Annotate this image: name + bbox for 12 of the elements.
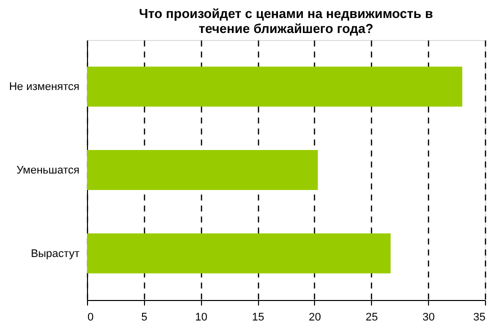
x-tick-label: 10: [195, 312, 208, 324]
chart-title: Что произойдет с ценами на недвижимость в течение ближайшего года?: [139, 6, 433, 36]
x-tick-label: 30: [422, 312, 435, 324]
x-tick-label: 0: [88, 312, 94, 324]
y-tick-label: Уменьшатся: [16, 164, 80, 176]
x-tick-label: 5: [141, 312, 148, 324]
x-tick-label: 15: [252, 312, 264, 324]
y-tick-label: Не изменятся: [9, 81, 80, 94]
x-tick-label: 20: [308, 312, 322, 324]
x-tick-label: 35: [473, 312, 486, 324]
y-tick-label: Вырастут: [30, 248, 80, 260]
x-tick-label: 25: [366, 312, 378, 324]
